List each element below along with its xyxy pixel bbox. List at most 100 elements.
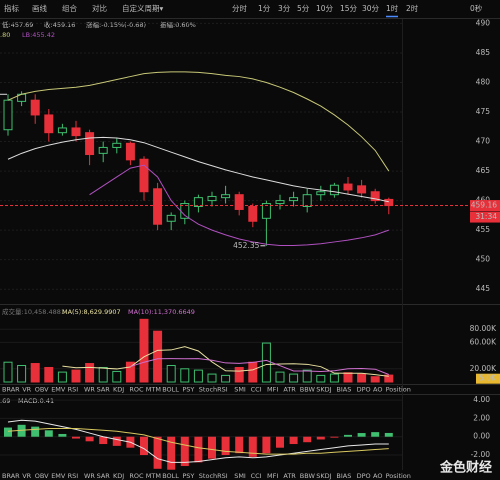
candle-body (30, 99, 40, 116)
indicator-tab[interactable]: EMV (51, 472, 66, 480)
indicator-tab[interactable]: ATR (283, 386, 296, 394)
macd-bar (31, 426, 40, 437)
candle-body (221, 194, 231, 199)
y-tick-label: 455 (476, 225, 491, 234)
indicator-tab[interactable]: ATR (283, 472, 296, 480)
y-tick-label: 490 (476, 18, 491, 27)
indicator-tab[interactable]: BBW (300, 472, 316, 480)
macd-bar (221, 436, 230, 456)
indicator-tab[interactable]: BBW (300, 386, 316, 394)
volume-bar (153, 330, 163, 383)
macd-bar (316, 436, 325, 440)
toolbar-item[interactable]: 5分 (297, 4, 310, 13)
info-text: .80 (0, 31, 10, 39)
indicator-tab[interactable]: MTM (146, 386, 161, 394)
toolbar-item[interactable]: 组合 (62, 3, 77, 13)
y-tick-label: 20.00K (470, 364, 497, 373)
toolbar-item[interactable]: 10分 (316, 4, 334, 13)
indicator-tab[interactable]: VR (22, 386, 31, 394)
indicator-tab[interactable]: BOLL (162, 472, 179, 480)
volume-header: MA(10):11,370.6649 (128, 308, 195, 316)
candle-body (357, 185, 367, 194)
macd-bar (344, 434, 352, 437)
candle-body (57, 127, 67, 134)
volume-bar (261, 342, 271, 383)
indicator-tab[interactable]: Position (386, 472, 411, 480)
y-tick-label: 480 (476, 77, 491, 86)
indicator-tab[interactable]: SAR (97, 386, 111, 394)
volume-bar (71, 369, 81, 383)
indicator-tab[interactable]: BIAS (336, 386, 351, 394)
toolbar-item[interactable]: 指标 (4, 3, 19, 13)
indicator-tab[interactable]: VR (22, 472, 31, 480)
indicator-tab[interactable]: OBV (35, 386, 49, 394)
volume-bar (343, 372, 353, 383)
indicator-tab[interactable]: OBV (35, 472, 49, 480)
y-tick-label: 80.00K (470, 324, 497, 333)
volume-bar (384, 374, 394, 383)
indicator-tab[interactable]: StochRSI (199, 386, 228, 394)
toolbar-item[interactable]: 15分 (340, 4, 358, 13)
toolbar-item[interactable]: 1分 (258, 4, 271, 13)
volume-bar (357, 373, 367, 383)
toolbar-item[interactable]: 0秒 (470, 3, 483, 13)
toolbar-item[interactable]: 1时 (386, 3, 399, 13)
candle-body (275, 200, 285, 205)
indicator-tab[interactable]: DPO (357, 472, 371, 480)
indicator-tab[interactable]: PSY (182, 472, 194, 480)
macd-bar (384, 432, 393, 437)
candle-body (261, 203, 271, 219)
low-label: 452.35 (233, 241, 259, 250)
y-tick-label: 485 (476, 48, 491, 57)
indicator-tab[interactable]: StochRSI (199, 472, 228, 480)
indicator-tab[interactable]: Position (386, 386, 411, 394)
indicator-tab[interactable]: SMI (234, 472, 246, 480)
indicator-tab[interactable]: ROC (129, 386, 144, 394)
toolbar-item[interactable]: 画线 (32, 3, 47, 13)
indicator-tab[interactable]: MFI (267, 386, 278, 394)
candle-body (139, 158, 149, 193)
indicator-tab[interactable]: MFI (267, 472, 278, 480)
indicator-tab[interactable]: BOLL (162, 386, 179, 394)
indicator-tab[interactable]: DPO (357, 386, 371, 394)
indicator-tab[interactable]: ROC (129, 472, 144, 480)
toolbar-item[interactable]: 2时 (406, 3, 419, 13)
indicator-tab[interactable]: KDJ (113, 386, 124, 394)
indicator-tab[interactable]: KDJ (113, 472, 124, 480)
volume-bar (112, 370, 122, 383)
indicator-tab[interactable]: SKDJ (316, 386, 331, 394)
macd-bar (303, 436, 312, 443)
indicator-tab[interactable]: WR (84, 386, 95, 394)
indicator-tab[interactable]: SMI (234, 386, 246, 394)
indicator-tab[interactable]: BRAR (2, 386, 20, 394)
indicator-tab[interactable]: CCI (251, 472, 262, 480)
macd-bar (58, 433, 67, 437)
indicator-tab[interactable]: AO (373, 386, 382, 394)
indicator-tab[interactable]: BIAS (336, 472, 351, 480)
candle-body (44, 114, 54, 134)
y-tick-label: 445 (476, 284, 491, 293)
volume-bar (221, 374, 231, 383)
y-tick-label: 475 (476, 107, 491, 116)
toolbar-item[interactable]: 对比 (92, 3, 107, 13)
indicator-tab[interactable]: AO (373, 472, 382, 480)
indicator-tab[interactable]: BRAR (2, 472, 20, 480)
macd-bar (248, 436, 257, 457)
toolbar-item[interactable]: 分时 (232, 3, 247, 13)
indicator-tab[interactable]: EMV (51, 386, 66, 394)
indicator-tab[interactable]: RSI (68, 386, 79, 394)
info-text: LB:455.42 (22, 31, 55, 39)
indicator-tab[interactable]: CCI (251, 386, 262, 394)
toolbar-item[interactable]: 3分 (278, 4, 291, 13)
indicator-tab[interactable]: SAR (97, 472, 111, 480)
toolbar-item[interactable]: 30分 (362, 4, 380, 13)
indicator-tab[interactable]: RSI (68, 472, 79, 480)
indicator-tab[interactable]: MTM (146, 472, 161, 480)
indicator-tab[interactable]: PSY (182, 386, 194, 394)
indicator-tab[interactable]: SKDJ (316, 472, 331, 480)
macd-bar (4, 427, 12, 437)
toolbar-item[interactable]: 自定义周期▾ (122, 3, 163, 13)
countdown: 31:34 (475, 212, 497, 221)
indicator-tab[interactable]: WR (84, 472, 95, 480)
volume-bar (139, 318, 149, 383)
